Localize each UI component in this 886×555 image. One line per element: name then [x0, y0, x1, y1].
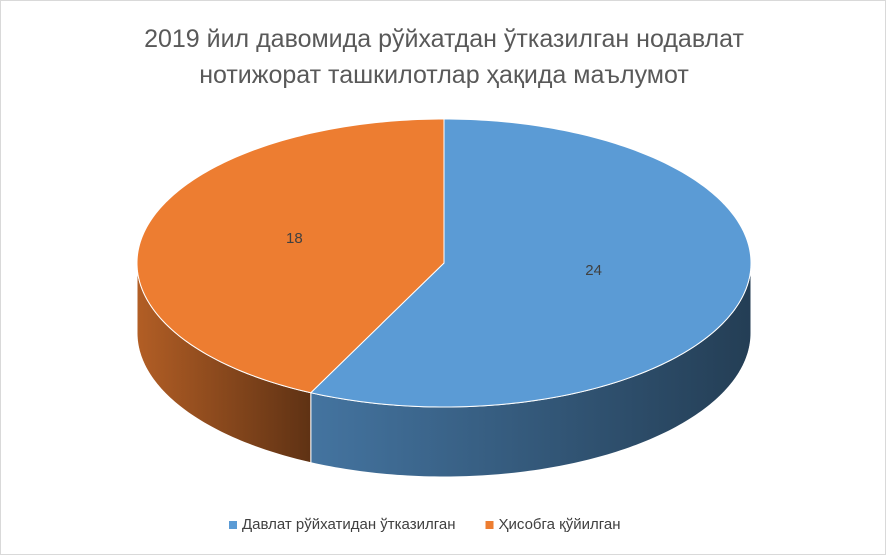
chart-title: 2019 йил давомида рўйхатдан ўтказилган н…: [144, 25, 744, 89]
data-label: 24: [585, 262, 602, 279]
legend-label: Давлат рўйхатидан ўтказилган: [242, 516, 456, 533]
legend-swatch: [229, 521, 237, 529]
data-label: 18: [286, 230, 303, 247]
legend-swatch: [485, 521, 494, 529]
pie-slice: [309, 118, 752, 408]
legend-label: Ҳисобга қўйилган: [499, 516, 621, 533]
pie-slice: [136, 118, 445, 394]
